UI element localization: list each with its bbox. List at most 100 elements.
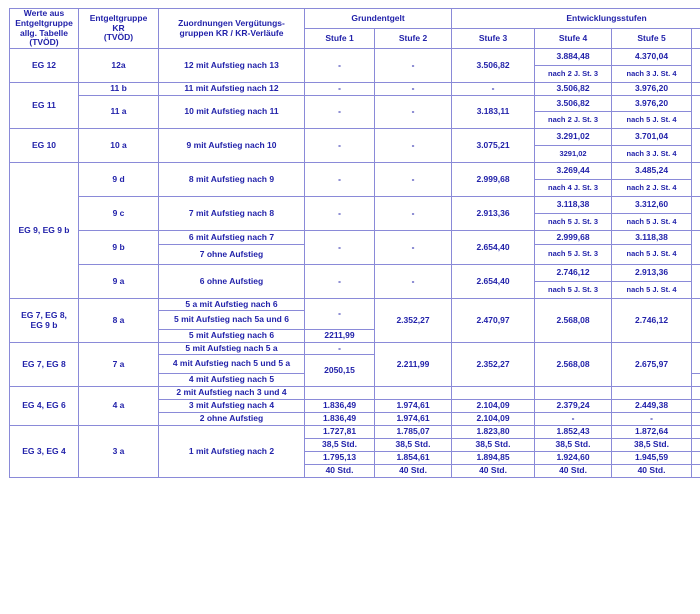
value-stufe-6: 2.578,86 xyxy=(691,399,700,414)
header-row-groups: Werte aus Entgeltgruppe allg. Tabelle (T… xyxy=(9,7,700,50)
value-stufe-6: 4.192,00 xyxy=(691,82,700,97)
entgelt-table: Werte aus Entgeltgruppe allg. Tabelle (T… xyxy=(9,7,700,479)
kr-label: 11 b xyxy=(78,82,159,97)
eg-label: EG 9, EG 9 b xyxy=(9,162,79,300)
value-stufe-3: 3.506,82 xyxy=(451,48,536,84)
table-row-sub: 40 Std. 40 Std. 40 Std. 40 Std. 40 Std. … xyxy=(10,464,700,479)
table-header: Werte aus Entgeltgruppe allg. Tabelle (T… xyxy=(9,7,700,50)
value-stufe-4: 2.568,08 xyxy=(534,298,613,344)
hours-stufe-3: 40 Std. xyxy=(451,464,536,479)
header-eg-kr-line2: KR xyxy=(112,22,125,33)
table-row-sub: nach 5 J. St. 3 nach 5 J. St. 4 xyxy=(10,281,700,300)
kr-label: 9 a xyxy=(78,264,159,300)
value-stufe-5: 2.675,97 xyxy=(611,342,693,388)
note-stufe-5: nach 3 J. St. 4 xyxy=(611,65,693,84)
value-stufe-6: - xyxy=(691,162,700,198)
value-stufe-2: 1.785,07 xyxy=(373,425,453,440)
eg-label: EG 3, EG 4 xyxy=(9,425,79,479)
kr-label: 9 d xyxy=(78,162,159,198)
value-stufe-3: - xyxy=(451,82,536,97)
eg-label: EG 12 xyxy=(9,48,79,84)
value-stufe-6-bottom: - xyxy=(691,373,700,388)
value-stufe-2: - xyxy=(373,48,453,84)
value-stufe-5: 2.913,36 xyxy=(611,264,693,283)
value-stufe-1: - xyxy=(304,196,375,232)
value-stufe-3: 3.075,21 xyxy=(451,128,536,164)
value-stufe-4: 2.746,12 xyxy=(534,264,613,283)
value-stufe-1: 1.727,81 xyxy=(304,425,375,440)
value-stufe-6: - xyxy=(691,95,700,130)
value-stufe-2: 2.211,99 xyxy=(373,342,453,388)
value-stufe-6: - xyxy=(691,412,700,427)
note-stufe-4: nach 5 J. St. 3 xyxy=(534,244,613,266)
value-stufe-2: 1.854,61 xyxy=(373,451,453,466)
value-stufe-3: 2.913,36 xyxy=(451,196,536,232)
zuordnung-label-2: 5 mit Aufstieg nach 5a und 6 xyxy=(158,310,305,331)
zuordnung-label-1: 2 mit Aufstieg nach 3 und 4 xyxy=(158,386,305,401)
value-stufe-4: 2.999,68 xyxy=(534,230,613,246)
header-group-grundentgelt: Grundentgelt xyxy=(303,7,453,30)
value-stufe-5: 3.118,38 xyxy=(611,230,693,246)
table-row-sub: 3291,02 nach 3 J. St. 4 xyxy=(10,145,700,164)
hours-stufe-2: 40 Std. xyxy=(373,464,453,479)
table-row: 9 b 6 mit Aufstieg nach 7 - - 2.654,40 2… xyxy=(10,230,700,266)
zuordnung-label: 12 mit Aufstieg nach 13 xyxy=(158,48,305,84)
value-stufe-1: 1.836,49 xyxy=(304,399,375,414)
value-stufe-5: 3.976,20 xyxy=(611,95,693,113)
zuordnung-label: 6 ohne Aufstieg xyxy=(158,264,305,300)
zuordnung-label: 7 mit Aufstieg nach 8 xyxy=(158,196,305,232)
eg-label: EG 10 xyxy=(9,128,79,164)
value-stufe-3: 2.104,09 xyxy=(451,399,536,414)
hours-stufe-6: 40 Std. xyxy=(691,464,700,479)
value-stufe-5: 3.701,04 xyxy=(611,128,693,147)
value-stufe-6: - xyxy=(691,128,700,164)
note-stufe-5: nach 5 J. St. 4 xyxy=(611,244,693,266)
value-stufe-5: 3.485,24 xyxy=(611,162,693,181)
header-stufe-1: Stufe 1 xyxy=(304,28,375,50)
value-stufe-4: 3.291,02 xyxy=(534,128,613,147)
value-stufe-3: 2.470,97 xyxy=(451,298,536,344)
value-stufe-1-bottom: 2211,99 xyxy=(304,329,375,344)
value-stufe-2-blank xyxy=(373,386,453,401)
value-stufe-1-top: - xyxy=(304,298,375,331)
value-stufe-6: - xyxy=(691,196,700,232)
header-zuordnungen-line1: Zuordnungen Vergütungs- xyxy=(178,17,285,28)
zuordnung-label-top: 6 mit Aufstieg nach 7 xyxy=(158,230,305,246)
header-stufe-2: Stufe 2 xyxy=(373,28,453,50)
value-stufe-3: 2.654,40 xyxy=(451,230,536,266)
eg-label: EG 7, EG 8 xyxy=(9,342,79,388)
value-stufe-4: 1.852,43 xyxy=(534,425,613,440)
value-stufe-3: 2.352,27 xyxy=(451,342,536,388)
zuordnung-label-bottom: 7 ohne Aufstieg xyxy=(158,244,305,266)
header-zuordnungen-line2: gruppen KR / KR-Verläufe xyxy=(179,27,284,38)
zuordnung-label: 1 mit Aufstieg nach 2 xyxy=(158,425,305,479)
table-row-sub: 7 ohne Aufstieg nach 5 J. St. 3 nach 5 J… xyxy=(10,244,700,266)
value-stufe-3: 2.999,68 xyxy=(451,162,536,198)
value-stufe-3: 1.894,85 xyxy=(451,451,536,466)
header-zuordnungen: Zuordnungen Vergütungs- gruppen KR / KR-… xyxy=(158,7,305,50)
note-stufe-5: nach 5 J. St. 4 xyxy=(611,281,693,300)
hours-stufe-6: 38,5 Std. xyxy=(691,438,700,453)
value-stufe-3: 2.104,09 xyxy=(451,412,536,427)
kr-label: 4 a xyxy=(78,386,159,427)
value-stufe-2: - xyxy=(373,162,453,198)
table-row: EG 12 12a 12 mit Aufstieg nach 13 - - 3.… xyxy=(9,48,700,84)
value-stufe-1: 1.836,49 xyxy=(304,412,375,427)
value-stufe-5: 3.312,60 xyxy=(611,196,693,215)
value-stufe-5: 2.746,12 xyxy=(611,298,693,344)
zuordnung-label-3: 2 ohne Aufstieg xyxy=(158,412,305,427)
header-eg-tvoed-line1: Werte aus xyxy=(23,8,65,18)
note-stufe-5: nach 5 J. St. 4 xyxy=(611,111,693,130)
value-stufe-4: 3.269,44 xyxy=(534,162,613,181)
value-stufe-5: 1.872,64 xyxy=(611,425,693,440)
value-stufe-5: 3.976,20 xyxy=(611,82,693,97)
value-stufe-4-blank xyxy=(534,386,613,401)
eg-label: EG 11 xyxy=(9,82,79,130)
value-stufe-6-blank xyxy=(691,386,700,401)
header-group-entwicklungsstufen: Entwicklungsstufen xyxy=(451,7,700,30)
kr-label: 12a xyxy=(78,48,159,84)
table-body: EG 12 12a 12 mit Aufstieg nach 13 - - 3.… xyxy=(9,48,700,479)
value-stufe-1: - xyxy=(304,230,375,266)
value-stufe-5: 4.370,04 xyxy=(611,48,693,67)
value-stufe-1: - xyxy=(304,95,375,130)
